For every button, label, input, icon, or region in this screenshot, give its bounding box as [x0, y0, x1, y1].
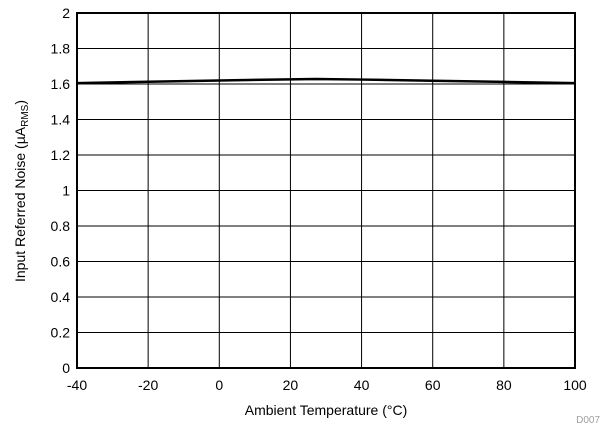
- y-tick-label: 0.8: [51, 218, 71, 234]
- x-tick-labels: -40 -20 0 20 40 60 80 100: [67, 377, 587, 393]
- series-group: [76, 77, 576, 85]
- y-tick-label: 1: [62, 183, 70, 199]
- y-axis-title: Input Referred Noise (µARMS): [12, 100, 31, 282]
- x-tick-label: -20: [138, 377, 158, 393]
- series-line: [76, 77, 576, 85]
- y-tick-label: 1.4: [51, 112, 71, 128]
- x-axis-title: Ambient Temperature (°C): [245, 402, 408, 418]
- x-tick-label: 0: [215, 377, 223, 393]
- x-tick-label: 100: [563, 377, 587, 393]
- y-tick-label: 0.2: [51, 325, 71, 341]
- y-tick-label: 1.8: [51, 41, 71, 57]
- x-tick-label: -40: [67, 377, 87, 393]
- y-axis-title-main: Input Referred Noise (µA: [12, 126, 28, 282]
- y-tick-label: 1.6: [51, 76, 71, 92]
- plot-frame: [76, 12, 576, 369]
- x-tick-label: 40: [354, 377, 370, 393]
- y-tick-labels: 0 0.2 0.4 0.6 0.8 1 1.2 1.4 1.6 1.8 2: [51, 5, 71, 376]
- y-tick-label: 0.4: [51, 289, 71, 305]
- y-axis-title-subscript: RMS: [20, 104, 31, 127]
- y-axis-title-close: ): [12, 100, 28, 105]
- y-tick-label: 0: [62, 360, 70, 376]
- x-tick-label: 20: [283, 377, 299, 393]
- y-tick-label: 1.2: [51, 147, 71, 163]
- x-tick-label: 60: [425, 377, 441, 393]
- y-tick-label: 2: [62, 5, 70, 21]
- figure-id: D007: [576, 415, 600, 426]
- x-tick-label: 80: [496, 377, 512, 393]
- grid-lines: [77, 13, 575, 368]
- y-tick-label: 0.6: [51, 254, 71, 270]
